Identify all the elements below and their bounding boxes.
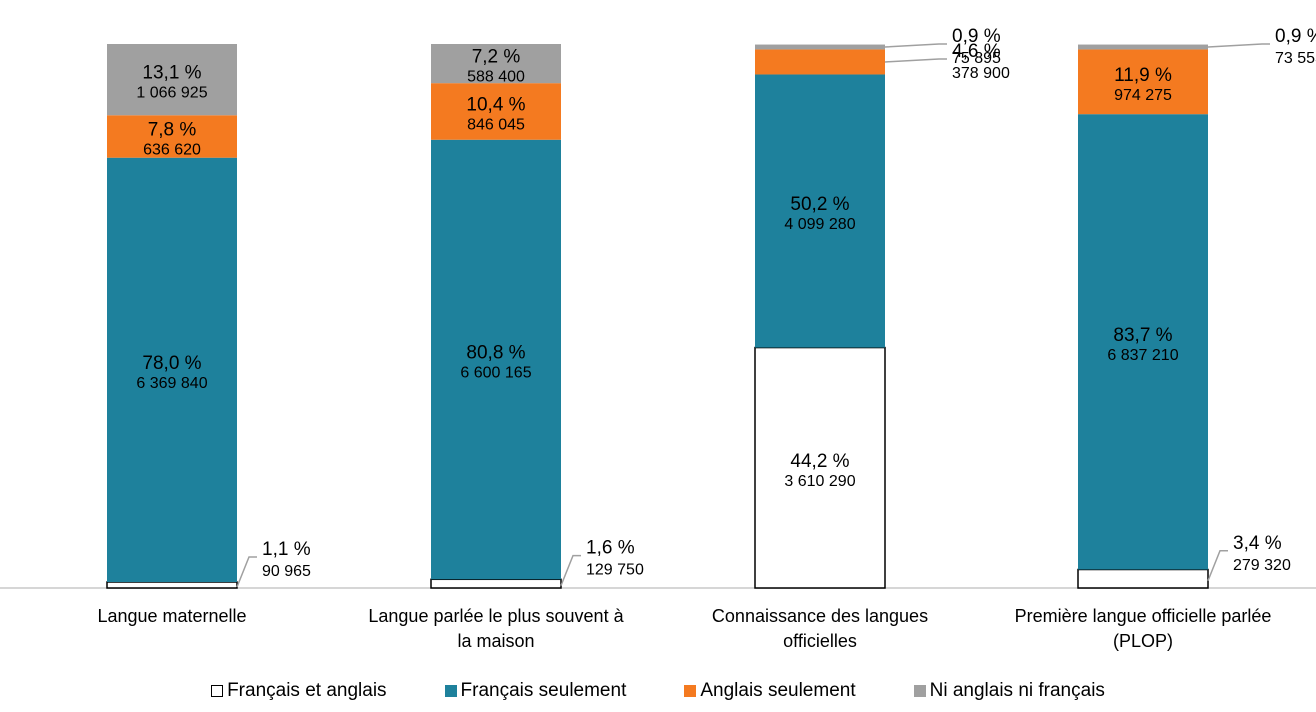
data-label-count: 73 555 xyxy=(1275,50,1316,67)
legend-label: Ni anglais ni français xyxy=(929,680,1105,701)
data-label-percent: 10,4 % xyxy=(466,94,525,115)
data-label-count: 846 045 xyxy=(467,116,525,133)
bar-segment-francais-seulement xyxy=(1078,114,1208,570)
data-label-percent: 1,6 % xyxy=(586,538,635,559)
leader-line xyxy=(1207,550,1228,582)
leader-line xyxy=(884,58,947,63)
bar-segment-anglais-seulement xyxy=(755,49,885,75)
leader-line xyxy=(1207,43,1270,48)
legend-label: Français et anglais xyxy=(227,680,387,701)
data-label-percent: 80,8 % xyxy=(466,343,525,364)
data-label-count: 378 900 xyxy=(952,65,1010,82)
legend: Français et anglais Français seulement A… xyxy=(0,676,1316,706)
data-label-percent: 7,2 % xyxy=(472,47,521,68)
data-label-percent: 4,6 % xyxy=(952,41,1001,62)
legend-swatch-anglais-seulement xyxy=(684,685,697,697)
data-label-percent: 0,9 % xyxy=(952,26,1001,47)
bar-segment-ni-anglais-ni-francais xyxy=(107,44,237,116)
data-label-percent: 3,4 % xyxy=(1233,533,1282,554)
bar-segment-ni-anglais-ni-francais xyxy=(755,44,885,50)
x-tick-label: officielles xyxy=(783,631,857,651)
bar-segment-francais-et-anglais xyxy=(106,581,238,589)
bar-segment-ni-anglais-ni-francais xyxy=(1078,44,1208,50)
legend-swatch-francais-seulement xyxy=(444,685,457,697)
legend-item-anglais-seulement: Anglais seulement xyxy=(684,680,856,702)
data-label-count: 6 369 840 xyxy=(136,375,207,392)
data-label-percent: 44,2 % xyxy=(790,451,849,472)
data-label-count: 636 620 xyxy=(143,141,201,158)
data-label-percent: 1,1 % xyxy=(262,539,311,560)
data-label-count: 6 600 165 xyxy=(460,365,531,382)
legend-item-francais-seulement: Français seulement xyxy=(444,680,627,702)
bar-segment-anglais-seulement xyxy=(431,83,561,140)
stacked-bar-chart: 1,1 % 90 965 78,0 %6 369 840 7,8 %636 620 13… xyxy=(0,26,1316,651)
bar-segment-francais-seulement xyxy=(755,74,885,348)
x-tick-label: Connaissance des langues xyxy=(712,606,928,626)
x-tick-label: Langue maternelle xyxy=(97,606,246,626)
data-label-count: 4 099 280 xyxy=(784,216,855,233)
x-tick-label: Langue parlée le plus souvent à xyxy=(368,606,624,626)
data-label-count: 974 275 xyxy=(1114,87,1172,104)
bar-segment-francais-et-anglais xyxy=(1077,568,1209,589)
bar-segment-francais-et-anglais xyxy=(430,578,562,589)
data-label-percent: 0,9 % xyxy=(1275,26,1316,47)
bar-segment-anglais-seulement xyxy=(1078,49,1208,115)
data-label-count: 588 400 xyxy=(467,69,525,86)
data-label-count: 6 837 210 xyxy=(1107,347,1178,364)
legend-label: Anglais seulement xyxy=(700,680,856,701)
data-label-percent: 78,0 % xyxy=(142,353,201,374)
x-tick-label: Première langue officielle parlée xyxy=(1015,606,1272,626)
bar-segment-ni-anglais-ni-francais xyxy=(431,44,561,84)
x-tick-label: (PLOP) xyxy=(1113,631,1173,651)
data-label-percent: 50,2 % xyxy=(790,194,849,215)
data-label-percent: 7,8 % xyxy=(148,119,197,140)
bar-segment-anglais-seulement xyxy=(107,115,237,158)
bar-segment-francais-seulement xyxy=(431,139,561,580)
legend-swatch-francais-et-anglais xyxy=(211,685,224,697)
data-label-count: 129 750 xyxy=(586,562,644,579)
data-label-count: 75 895 xyxy=(952,50,1001,67)
data-label-count: 3 610 290 xyxy=(784,473,855,490)
legend-swatch-ni-anglais-ni-francais xyxy=(913,685,926,697)
bar-segment-francais-seulement xyxy=(107,157,237,583)
leader-line xyxy=(236,556,257,588)
data-label-count: 90 965 xyxy=(262,563,311,580)
data-label-count: 1 066 925 xyxy=(136,85,207,102)
legend-item-francais-et-anglais: Français et anglais xyxy=(211,680,387,702)
data-label-percent: 13,1 % xyxy=(142,63,201,84)
legend-item-ni-anglais-ni-francais: Ni anglais ni français xyxy=(913,680,1105,702)
data-label-percent: 83,7 % xyxy=(1113,325,1172,346)
leader-line xyxy=(884,43,947,48)
x-tick-label: la maison xyxy=(457,631,534,651)
data-label-count: 279 320 xyxy=(1233,557,1291,574)
legend-label: Français seulement xyxy=(460,680,627,701)
data-label-percent: 11,9 % xyxy=(1114,65,1172,86)
leader-line xyxy=(560,554,581,586)
